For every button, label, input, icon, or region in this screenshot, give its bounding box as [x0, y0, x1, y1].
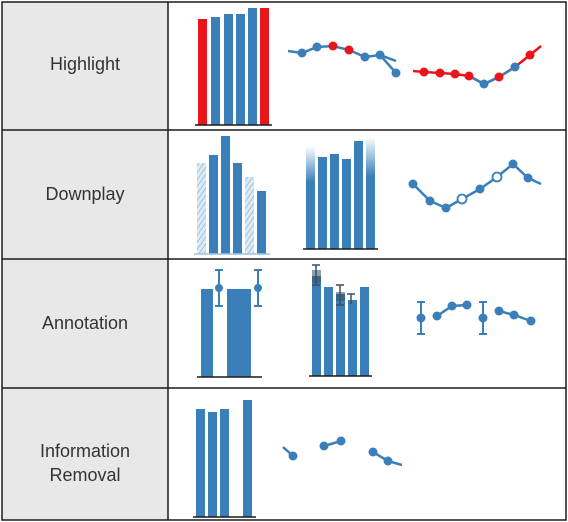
bar: [306, 146, 315, 249]
row-label-annotation: Annotation: [42, 313, 128, 333]
point: [526, 316, 536, 326]
highlight-line-chart-2: [412, 45, 542, 89]
bar: [208, 412, 217, 517]
bar: [324, 287, 333, 376]
point: [523, 173, 533, 183]
bar: [342, 159, 351, 249]
point: [435, 68, 445, 78]
point: [456, 193, 468, 205]
row-label-information-line2: Removal: [49, 465, 120, 485]
bar: [239, 289, 251, 377]
point: [479, 79, 489, 89]
point: [312, 42, 322, 52]
point: [478, 313, 488, 323]
point: [416, 313, 426, 323]
bar: [196, 409, 205, 517]
point: [494, 306, 504, 316]
point: [464, 71, 474, 81]
point: [344, 45, 354, 55]
bar: [318, 157, 327, 249]
downplay-bar-chart-2: [303, 137, 378, 250]
point: [328, 41, 338, 51]
bar: [233, 163, 242, 254]
bar: [312, 276, 321, 376]
point: [432, 311, 442, 321]
bar: [330, 154, 339, 249]
highlight-bar-chart: [195, 8, 272, 126]
bar: [201, 289, 213, 377]
highlight-line-chart-1: [287, 41, 401, 78]
label-cell-bg-annotation: [2, 259, 168, 388]
bar: [224, 14, 233, 125]
row-label-information-line1: Information: [40, 441, 130, 461]
point: [508, 159, 518, 169]
bar: [366, 137, 375, 249]
bar: [236, 14, 245, 125]
bar: [248, 8, 257, 125]
removal-line-chart: [282, 436, 403, 467]
label-cell-bg-information-removal: [2, 388, 168, 520]
downplay-bar-chart-1: [194, 136, 270, 255]
point: [510, 62, 520, 72]
point: [491, 171, 503, 183]
point: [319, 441, 329, 451]
annotation-bar-chart-2: [309, 264, 372, 377]
bar: [209, 155, 218, 254]
bar: [245, 177, 254, 254]
removal-bar-chart: [193, 400, 256, 518]
point: [475, 184, 485, 194]
point: [462, 300, 472, 310]
bar: [220, 409, 229, 517]
point: [297, 48, 307, 58]
bar: [348, 300, 357, 376]
bar: [221, 136, 230, 254]
point: [450, 69, 460, 79]
point: [419, 67, 429, 77]
point: [288, 451, 298, 461]
point: [336, 436, 346, 446]
row-label-highlight: Highlight: [50, 54, 120, 74]
bar: [260, 8, 269, 125]
bar: [227, 289, 239, 377]
point: [254, 284, 262, 292]
label-cell-bg-highlight: [2, 2, 168, 130]
point: [494, 72, 504, 82]
point: [425, 196, 435, 206]
annotation-line-chart: [416, 300, 536, 335]
point: [408, 179, 418, 189]
bar: [257, 191, 266, 254]
downplay-line-chart: [408, 159, 542, 213]
bar: [354, 141, 363, 249]
point: [525, 50, 535, 60]
bar: [360, 287, 369, 376]
bar: [243, 400, 252, 517]
bar: [336, 294, 345, 376]
point: [360, 52, 370, 62]
annotation-bar-chart-1: [197, 269, 262, 378]
row-label-downplay: Downplay: [45, 184, 124, 204]
bar: [198, 19, 207, 125]
point: [509, 310, 519, 320]
label-cell-bg-downplay: [2, 130, 168, 259]
point: [447, 301, 457, 311]
bar: [211, 17, 220, 125]
point: [383, 456, 393, 466]
bar: [197, 163, 206, 254]
point: [215, 284, 223, 292]
point: [441, 203, 451, 213]
point: [368, 447, 378, 457]
